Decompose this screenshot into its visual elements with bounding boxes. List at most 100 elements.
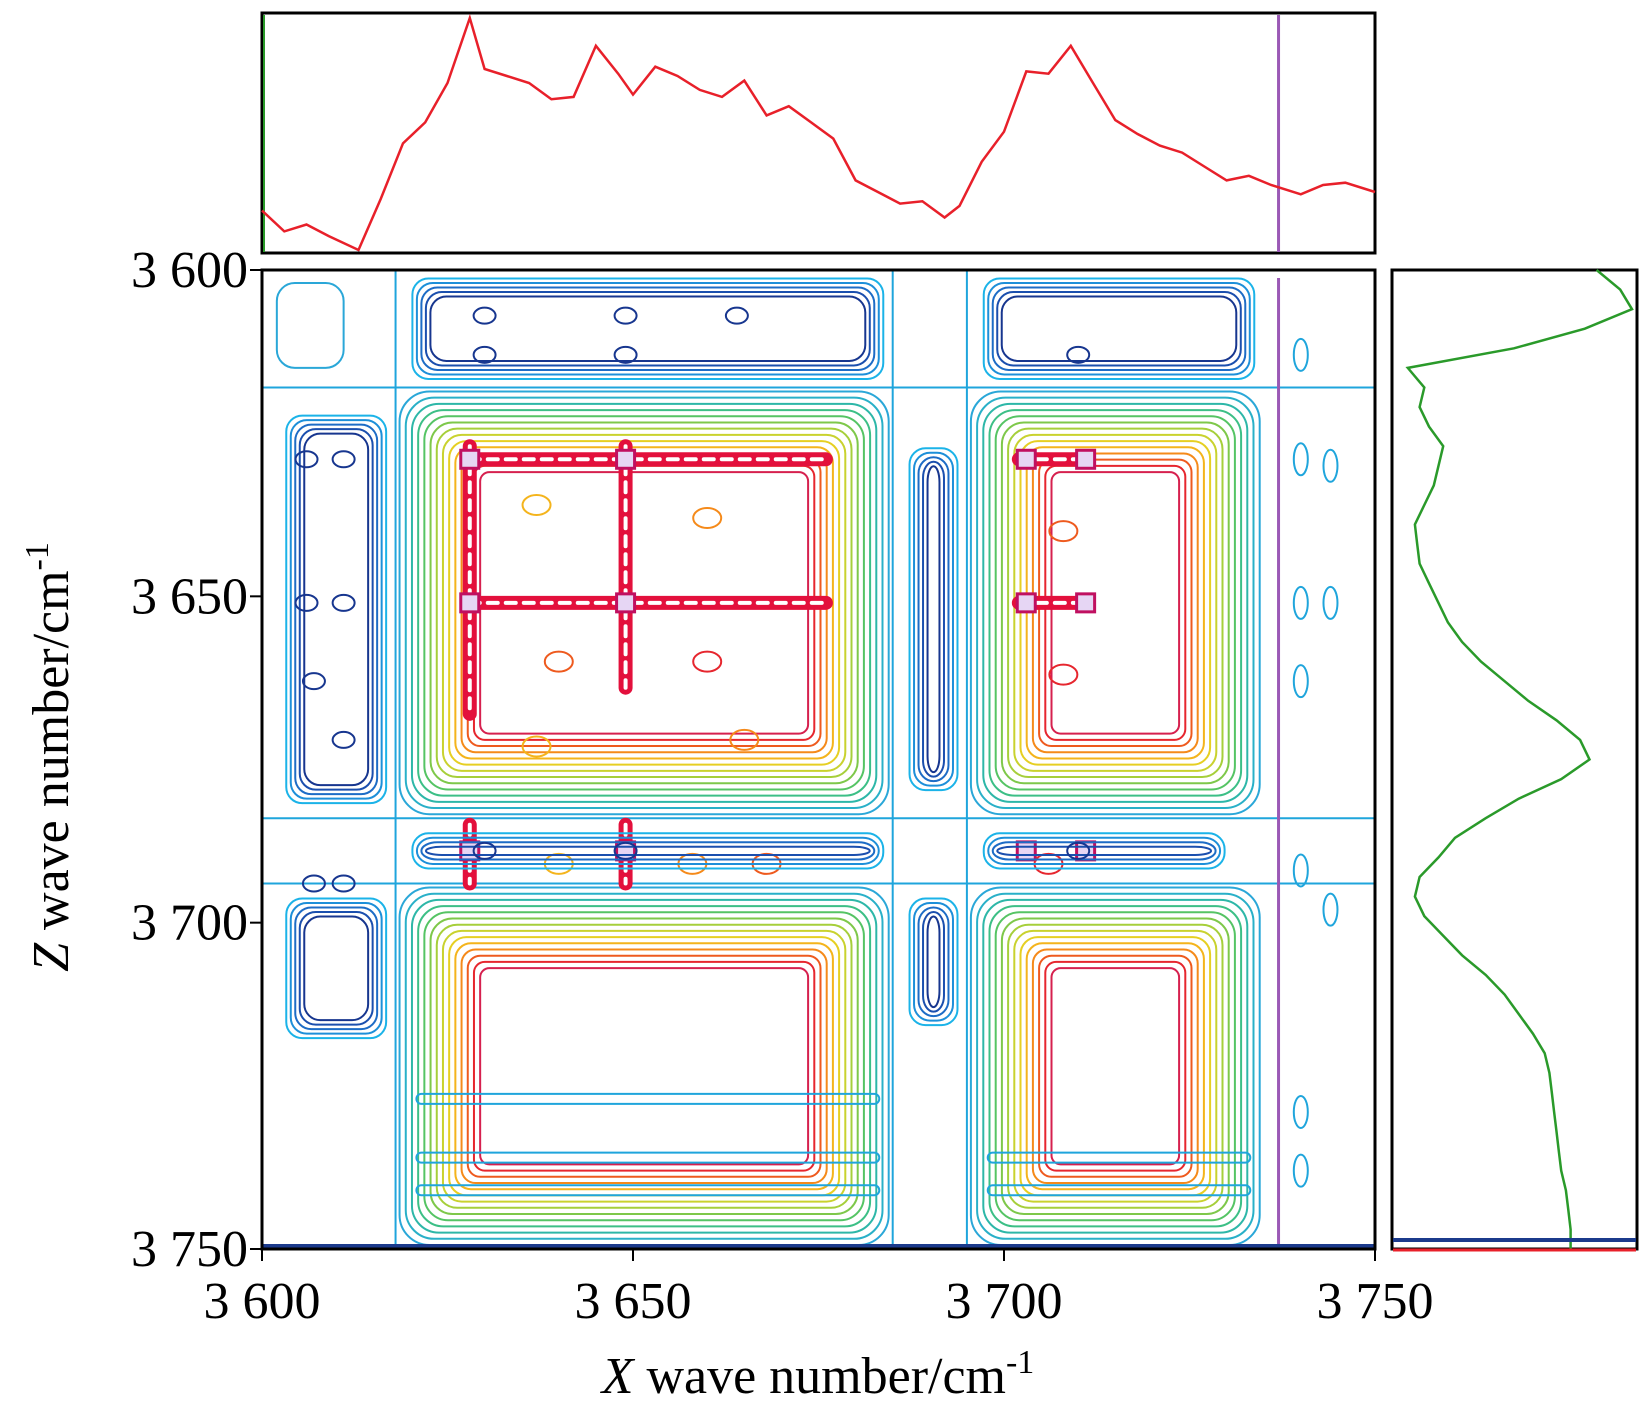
top-spectrum-line bbox=[261, 13, 1376, 252]
peak-marker bbox=[1015, 840, 1037, 862]
positive-contour bbox=[417, 905, 872, 1228]
y-tick-label: 3 650 bbox=[131, 568, 248, 625]
negative-contour bbox=[1000, 295, 1238, 362]
internal-contour-loop bbox=[692, 650, 723, 673]
positive-contour bbox=[435, 427, 853, 779]
negative-contour-loop bbox=[724, 306, 749, 325]
negative-contour bbox=[908, 897, 959, 1027]
positive-contour bbox=[429, 421, 859, 785]
negative-contour bbox=[922, 460, 945, 778]
negative-contour bbox=[303, 915, 370, 1022]
x-axis: 3 600 3 650 3 700 3 750 bbox=[204, 1249, 1434, 1330]
positive-contour bbox=[441, 433, 847, 772]
negative-contour-loop bbox=[613, 345, 638, 364]
negative-contour bbox=[991, 286, 1247, 371]
faint-contour-band bbox=[986, 1184, 1252, 1197]
negative-contour-loop bbox=[613, 306, 638, 325]
negative-contour-loop bbox=[331, 730, 356, 749]
negative-contour bbox=[987, 282, 1251, 376]
negative-contour bbox=[908, 447, 959, 792]
negative-contour bbox=[913, 902, 954, 1022]
negative-contour bbox=[411, 832, 885, 870]
x-axis-title: X wave number/cm-1 bbox=[600, 1344, 1035, 1405]
positive-contour bbox=[423, 415, 865, 791]
y-tick-label: 3 700 bbox=[131, 895, 248, 952]
faint-contour-loop bbox=[1292, 1153, 1309, 1188]
negative-contour bbox=[922, 911, 945, 1013]
positive-contour bbox=[976, 396, 1255, 810]
positive-contour bbox=[423, 911, 865, 1222]
positive-contour bbox=[472, 960, 816, 1172]
positive-contour bbox=[429, 917, 859, 1215]
negative-contour bbox=[415, 836, 880, 865]
positive-contour bbox=[466, 954, 822, 1178]
positive-contour bbox=[994, 415, 1236, 791]
positive-contour bbox=[1038, 954, 1193, 1178]
negative-contour bbox=[285, 414, 388, 805]
positive-contour bbox=[969, 390, 1261, 816]
internal-contour-loop bbox=[1048, 520, 1079, 543]
right-spectrum-line bbox=[1405, 269, 1634, 1249]
negative-contour-loop bbox=[472, 345, 497, 364]
right-spectrum-panel bbox=[1390, 268, 1639, 1252]
contour-lines bbox=[262, 270, 1375, 1249]
negative-contour bbox=[996, 845, 1213, 856]
faint-contour-band bbox=[415, 1184, 881, 1197]
negative-contour-loop bbox=[331, 593, 356, 612]
y-tick-label: 3 750 bbox=[131, 1221, 248, 1278]
faint-contour-loop bbox=[1322, 585, 1339, 620]
negative-contour bbox=[996, 291, 1242, 367]
negative-contour-loop bbox=[294, 450, 319, 469]
internal-contour-loop bbox=[521, 493, 552, 516]
negative-contour bbox=[926, 465, 941, 774]
negative-contour bbox=[415, 282, 880, 376]
positive-contour bbox=[994, 911, 1236, 1222]
corner-contour bbox=[275, 282, 345, 369]
negative-contour-loop bbox=[1066, 345, 1091, 364]
negative-contour-loop bbox=[301, 874, 326, 893]
negative-contour-loop bbox=[294, 593, 319, 612]
negative-contour bbox=[429, 295, 867, 362]
negative-contour bbox=[420, 286, 876, 371]
internal-contour-loop bbox=[692, 507, 723, 530]
positive-contour bbox=[398, 390, 890, 816]
positive-contour bbox=[1044, 960, 1187, 1172]
negative-contour bbox=[303, 432, 370, 787]
faint-contour-loop bbox=[1322, 892, 1339, 927]
top-spectrum-frame bbox=[260, 11, 1377, 255]
negative-contour-loop bbox=[613, 841, 638, 860]
positive-contour bbox=[1025, 942, 1205, 1191]
negative-contour-loop bbox=[301, 672, 326, 691]
positive-contour bbox=[988, 409, 1243, 797]
positive-contour bbox=[435, 923, 853, 1209]
positive-contour bbox=[479, 967, 810, 1166]
faint-contour-loop bbox=[1292, 442, 1309, 477]
positive-contour bbox=[460, 948, 828, 1184]
x-tick-label: 3 700 bbox=[946, 1273, 1063, 1330]
faint-contour-loop bbox=[1322, 448, 1339, 483]
positive-contour bbox=[1031, 948, 1199, 1184]
positive-contour bbox=[976, 892, 1255, 1240]
negative-contour bbox=[917, 906, 950, 1018]
negative-contour bbox=[294, 423, 379, 796]
peak-marker bbox=[615, 592, 637, 614]
negative-contour bbox=[285, 897, 388, 1040]
positive-contour bbox=[1000, 421, 1230, 785]
peak-marker bbox=[1015, 592, 1037, 614]
positive-contour bbox=[988, 905, 1243, 1228]
negative-contour bbox=[424, 845, 871, 856]
positive-contour bbox=[1007, 923, 1224, 1209]
peak-marker bbox=[459, 592, 481, 614]
x-tick-label: 3 600 bbox=[204, 1273, 321, 1330]
positive-contour bbox=[404, 892, 884, 1240]
negative-contour-loop bbox=[331, 874, 356, 893]
negative-contour bbox=[289, 419, 383, 800]
positive-contour bbox=[982, 898, 1249, 1234]
y-tick-label: 3 600 bbox=[131, 242, 248, 299]
negative-contour bbox=[289, 902, 383, 1035]
peak-marker bbox=[1075, 592, 1097, 614]
negative-contour bbox=[987, 836, 1222, 865]
peak-marker bbox=[615, 448, 637, 470]
internal-contour-loop bbox=[729, 728, 760, 751]
